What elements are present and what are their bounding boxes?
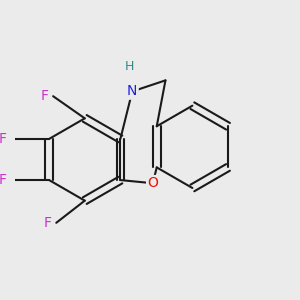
Text: H: H — [124, 60, 134, 73]
Text: N: N — [127, 84, 137, 98]
Text: F: F — [0, 173, 6, 187]
Text: F: F — [0, 132, 6, 146]
Text: O: O — [147, 176, 158, 190]
Text: F: F — [40, 89, 48, 103]
Text: F: F — [44, 216, 52, 230]
